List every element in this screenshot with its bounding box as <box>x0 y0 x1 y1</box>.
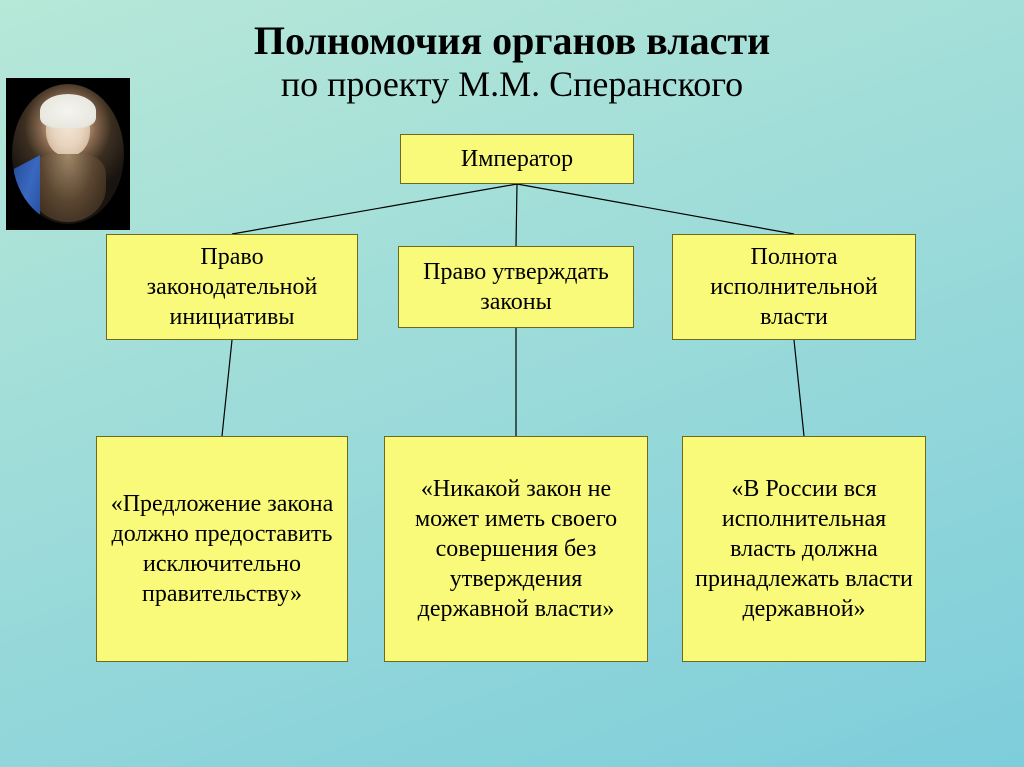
diagram-node-n1: Право законодательной инициативы <box>106 234 358 340</box>
diagram-node-q1: «Предложение закона должно предоставить … <box>96 436 348 662</box>
title-main: Полномочия органов власти <box>0 18 1024 64</box>
edge-root-n1 <box>232 184 517 234</box>
edge-n3-q3 <box>794 340 804 436</box>
slide-title: Полномочия органов власти по проекту М.М… <box>0 0 1024 105</box>
title-sub: по проекту М.М. Сперанского <box>0 64 1024 105</box>
diagram-node-root: Император <box>400 134 634 184</box>
edge-root-n3 <box>517 184 794 234</box>
diagram-node-q3: «В России вся исполнительная власть долж… <box>682 436 926 662</box>
edge-n1-q1 <box>222 340 232 436</box>
diagram-node-n2: Право утверждать законы <box>398 246 634 328</box>
diagram-node-n3: Полнота исполнительной власти <box>672 234 916 340</box>
edge-root-n2 <box>516 184 517 246</box>
portrait-image <box>6 78 130 230</box>
diagram-node-q2: «Никакой закон не может иметь своего сов… <box>384 436 648 662</box>
